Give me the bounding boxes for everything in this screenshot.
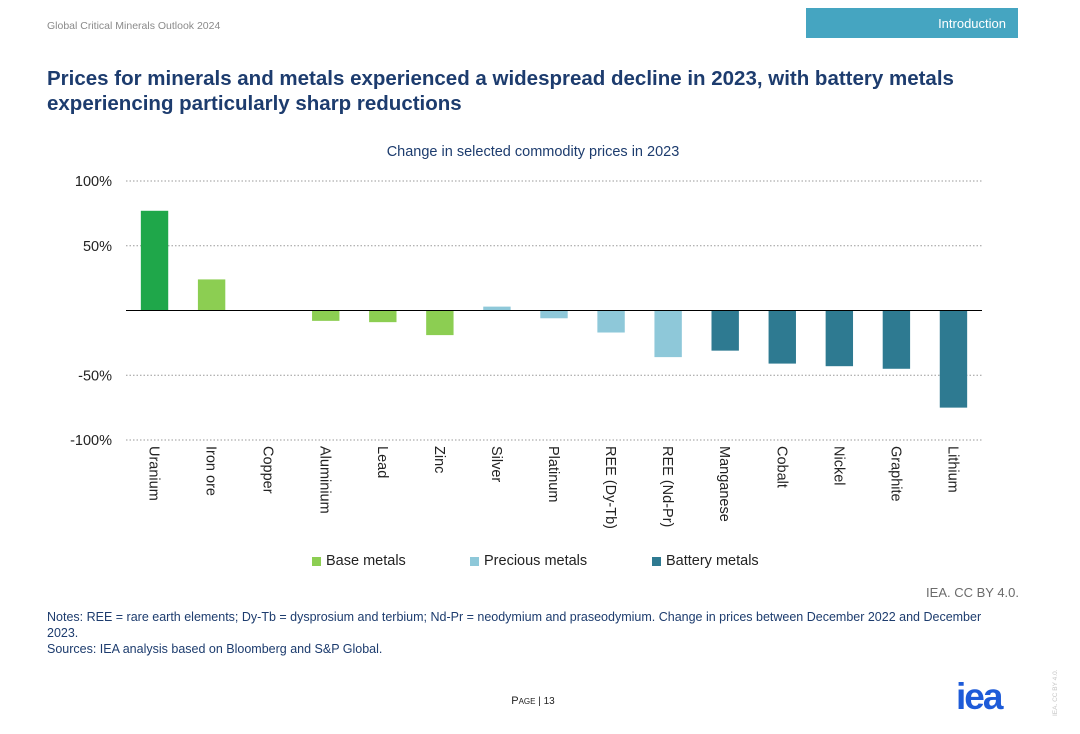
legend-label-battery-metals: Battery metals (666, 553, 759, 569)
legend-swatch-base-metals (312, 556, 321, 566)
y-tick-label: -100% (70, 433, 112, 449)
chart-notes: Notes: REE = rare earth elements; Dy-Tb … (47, 609, 997, 657)
bar-chart: 100% 50% -50% -100% Uranium Iron ore Copper Al… (70, 174, 982, 529)
x-tick-label: REE (Dy-Tb) (602, 446, 618, 529)
x-tick-label: Iron ore (203, 446, 219, 496)
x-axis-tick-labels: Uranium Iron ore Copper Aluminium Lead Zinc Si… (146, 446, 961, 529)
iea-logo: iea (956, 676, 1003, 717)
bar-ree-dy-tb (597, 310, 625, 333)
bar-aluminium (312, 310, 340, 321)
bar-zinc (426, 310, 454, 336)
y-axis-tick-labels: 100% 50% -50% -100% (70, 174, 112, 449)
bar-lithium (939, 310, 968, 408)
chart-title: Change in selected commodity prices in 2… (386, 144, 680, 160)
x-tick-label: Manganese (716, 446, 732, 522)
bars (140, 210, 968, 408)
bar-manganese (711, 310, 739, 351)
x-tick-label: Platinum (545, 446, 561, 502)
grid-lines (126, 180, 982, 441)
section-tab-introduction[interactable]: Introduction (806, 8, 1018, 38)
x-tick-label: Zinc (431, 446, 447, 473)
x-tick-label: Lithium (944, 446, 960, 493)
bar-iron-ore (197, 279, 226, 311)
legend-item-precious-metals: Precious metals (470, 553, 587, 569)
x-tick-label: Graphite (887, 446, 903, 502)
page-number: Page | 13 (511, 695, 555, 707)
bar-ree-nd-pr (654, 310, 682, 358)
bar-uranium (140, 210, 169, 311)
bar-cobalt (768, 310, 796, 364)
bar-nickel (825, 310, 854, 367)
legend-label-precious-metals: Precious metals (484, 553, 588, 569)
legend-swatch-precious-metals (470, 556, 479, 566)
y-tick-label: 100% (75, 174, 112, 190)
x-tick-label: REE (Nd-Pr) (659, 446, 675, 527)
bar-platinum (540, 310, 568, 319)
x-tick-label: Nickel (830, 446, 846, 485)
page-label: Page (511, 695, 536, 707)
page-headline: Prices for minerals and metals experienc… (47, 67, 954, 115)
x-tick-label: Aluminium (317, 446, 333, 514)
notes-text: Notes: REE = rare earth elements; Dy-Tb … (47, 610, 982, 640)
legend-label-base-metals: Base metals (326, 553, 406, 569)
page-number-value: 13 (543, 696, 555, 707)
legend-item-base-metals: Base metals (312, 553, 406, 569)
x-tick-label: Uranium (146, 446, 162, 501)
bar-graphite (882, 310, 911, 369)
bar-silver (483, 306, 511, 311)
x-tick-label: Silver (488, 446, 504, 482)
document-title: Global Critical Minerals Outlook 2024 (47, 20, 221, 32)
chart-attribution: IEA. CC BY 4.0. (926, 585, 1019, 600)
x-tick-label: Cobalt (773, 446, 789, 488)
side-license-text: IEA. CC BY 4.0. (1052, 669, 1059, 716)
legend-swatch-battery-metals (652, 556, 661, 566)
x-tick-label: Copper (260, 446, 276, 494)
sources-text: Sources: IEA analysis based on Bloomberg… (47, 642, 383, 656)
legend-item-battery-metals: Battery metals (652, 553, 759, 569)
y-tick-label: 50% (83, 239, 112, 255)
bar-lead (369, 310, 397, 323)
x-tick-label: Lead (374, 446, 390, 478)
y-tick-label: -50% (78, 368, 112, 384)
